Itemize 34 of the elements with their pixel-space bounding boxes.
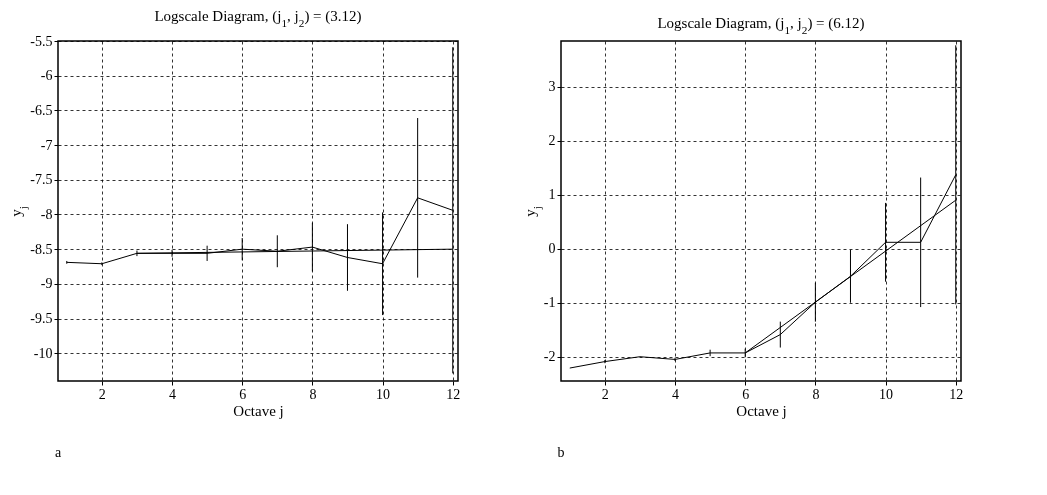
y-tick-label: -8 [40,206,53,222]
y-tick-label: -8.5 [30,241,53,257]
x-tick-label: 12 [949,386,964,402]
x-tick-label: 4 [169,386,177,402]
x-tick-label: 2 [98,386,106,402]
y-tick-label: -1 [543,295,556,311]
y-tick-label: -7 [40,137,53,153]
y-tick-label: -2 [543,349,556,365]
y-tick-label: 3 [548,79,556,95]
y-tick-label: -7.5 [30,172,53,188]
chart-title: Logscale Diagram, (j$_{1}$, j$_{2}$) = (3.12) [154,8,362,29]
x-tick-label: 4 [672,386,680,402]
x-tick-label: 6 [742,386,750,402]
y-tick-label: 2 [548,133,556,149]
text: a [54,445,62,460]
x-tick-label: 10 [376,386,391,402]
x-axis-title: Octave j [233,402,284,419]
y-tick-label: -10 [33,345,53,361]
text: b [557,445,565,460]
x-tick-label: 2 [601,386,609,402]
x-axis-title: Octave j [736,402,787,419]
y-tick-label: -9 [40,276,53,292]
y-tick-label: 0 [548,241,556,257]
y-tick-label: -6.5 [30,102,53,118]
chart-title: Logscale Diagram, (j$_{1}$, j$_{2}$) = (6.12) [657,15,865,36]
x-tick-label: 12 [446,386,461,402]
y-tick-label: -5.5 [30,33,53,49]
x-tick-label: 10 [879,386,894,402]
x-tick-label: 6 [239,386,247,402]
x-tick-label: 8 [812,386,820,402]
y-tick-label: 1 [548,187,556,203]
y-tick-label: -9.5 [30,311,53,327]
x-tick-label: 8 [309,386,317,402]
y-tick-label: -6 [40,68,53,84]
